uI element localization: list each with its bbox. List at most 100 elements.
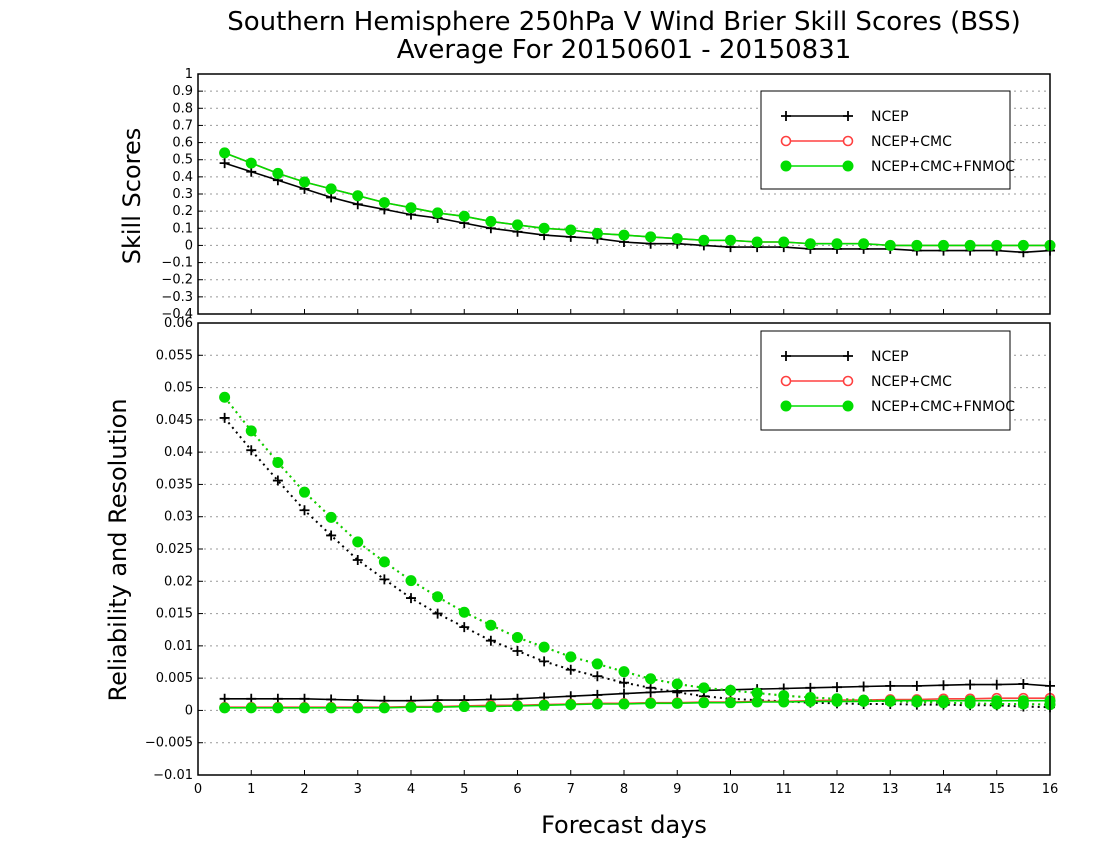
marker-plus	[619, 677, 629, 688]
y-tick-label: 0.2	[172, 204, 193, 219]
plot-frame	[197, 73, 1051, 315]
series-line-ncep-cmc-fnmoc-resolution	[223, 396, 1051, 706]
marker-plus	[459, 622, 470, 633]
y-tick-label: −0.1	[161, 256, 193, 271]
marker-plus	[645, 682, 656, 693]
y-tick-label: −0.3	[161, 290, 193, 305]
marker-plus	[299, 505, 310, 516]
marker-filled-circle	[780, 160, 792, 172]
marker-plus	[619, 688, 629, 699]
marker-filled-circle	[378, 702, 390, 714]
marker-filled-circle	[432, 701, 444, 713]
marker-filled-circle	[378, 197, 390, 209]
y-tick-label: 0.8	[172, 101, 193, 116]
x-tick-label: 16	[1042, 782, 1059, 797]
y-tick-label: −0.2	[161, 273, 193, 288]
marker-filled-circle	[405, 575, 417, 587]
marker-plus	[565, 664, 576, 675]
x-tick-label: 14	[935, 782, 952, 797]
marker-open-circle	[780, 135, 792, 147]
y-tick-label: 0	[185, 238, 193, 253]
legend-box	[760, 90, 1011, 190]
y-tick-label: 0.3	[172, 187, 193, 202]
marker-filled-circle	[299, 176, 310, 188]
marker-filled-circle	[671, 233, 683, 245]
legend-label: NCEP	[871, 349, 909, 365]
marker-plus	[1018, 678, 1029, 689]
marker-plus	[805, 682, 816, 693]
marker-plus	[485, 635, 496, 646]
x-axis-label: Forecast days	[541, 811, 707, 839]
marker-plus	[512, 646, 523, 657]
legend-label: NCEP+CMC+FNMOC	[871, 399, 1015, 415]
marker-filled-circle	[352, 536, 364, 548]
y-tick-label: 0.045	[156, 413, 193, 428]
marker-plus	[885, 680, 896, 691]
marker-plus	[781, 351, 791, 361]
marker-filled-circle	[272, 702, 284, 714]
marker-filled-circle	[485, 215, 497, 227]
marker-filled-circle	[299, 486, 310, 498]
x-tick-label: 2	[300, 782, 308, 797]
legend-label: NCEP+CMC+FNMOC	[871, 159, 1015, 175]
marker-filled-circle	[618, 666, 630, 678]
marker-plus	[272, 475, 283, 486]
marker-filled-circle	[645, 673, 657, 685]
marker-filled-circle	[698, 682, 710, 694]
marker-filled-circle	[272, 456, 284, 468]
legend-label: NCEP+CMC	[871, 374, 952, 390]
x-tick-label: 1	[247, 782, 255, 797]
marker-filled-circle	[842, 160, 854, 172]
marker-filled-circle	[325, 511, 337, 523]
marker-filled-circle	[698, 234, 710, 246]
x-tick-label: 6	[513, 782, 521, 797]
marker-plus	[781, 111, 791, 121]
plot-frame	[197, 322, 1051, 776]
marker-filled-circle	[842, 400, 854, 412]
marker-filled-circle	[831, 693, 843, 705]
marker-filled-circle	[432, 591, 444, 603]
marker-filled-circle	[804, 238, 816, 250]
x-tick-label: 13	[882, 782, 899, 797]
marker-open-circle	[842, 375, 854, 387]
marker-filled-circle	[458, 606, 470, 618]
y-tick-label: 0.9	[172, 84, 193, 99]
marker-plus	[965, 679, 976, 690]
marker-filled-circle	[591, 227, 603, 239]
marker-filled-circle	[245, 425, 257, 437]
marker-filled-circle	[831, 238, 843, 250]
marker-filled-circle	[538, 699, 550, 711]
marker-filled-circle	[778, 690, 790, 702]
y-tick-label: 0.005	[156, 671, 193, 686]
y-tick-label: 0.04	[164, 445, 193, 460]
marker-filled-circle	[591, 698, 603, 710]
marker-filled-circle	[725, 684, 736, 696]
marker-filled-circle	[591, 658, 603, 670]
legend: NCEP NCEP+CMC NCEP+CMC+FNMOC	[760, 330, 1015, 431]
x-tick-label: 9	[673, 782, 681, 797]
x-tick-label: 4	[407, 782, 415, 797]
marker-filled-circle	[780, 400, 792, 412]
marker-filled-circle	[858, 238, 870, 250]
marker-plus	[432, 608, 443, 619]
x-tick-label: 5	[460, 782, 468, 797]
x-tick-label: 15	[988, 782, 1005, 797]
series-line-ncep-resolution	[223, 417, 1051, 709]
chart-panel-1: 1 0.9 0.8 0.7 0.6 0.5 0.4 0.3 0.2 0.1 0 −0.1 −0.2 −0.…	[161, 67, 1056, 322]
chart-title-line1: Southern Hemisphere 250hPa V Wind Brier …	[227, 7, 1021, 37]
marker-plus	[326, 530, 337, 541]
marker-filled-circle	[219, 702, 231, 714]
marker-filled-circle	[458, 701, 470, 713]
x-tick-label: 8	[620, 782, 628, 797]
marker-filled-circle	[378, 556, 390, 568]
marker-plus	[406, 593, 416, 604]
marker-plus	[843, 351, 853, 361]
marker-filled-circle	[938, 239, 949, 251]
y-tick-label: 0.06	[164, 316, 193, 331]
y-tick-label: −0.005	[145, 736, 193, 751]
marker-filled-circle	[725, 234, 736, 246]
bottom-panel-ylabel: Reliability and Resolution	[104, 398, 132, 701]
marker-plus	[938, 680, 949, 691]
marker-plus	[858, 681, 869, 692]
marker-filled-circle	[325, 702, 337, 714]
